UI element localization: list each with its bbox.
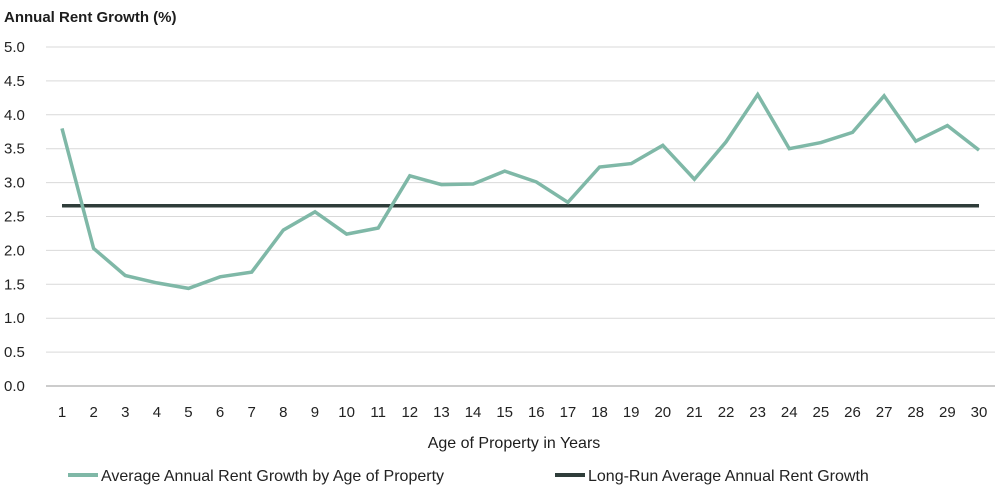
x-tick-label: 28 [907, 404, 924, 421]
y-tick-label: 4.5 [4, 73, 25, 90]
x-tick-label: 27 [876, 404, 893, 421]
y-tick-label: 4.0 [4, 107, 25, 124]
gridlines [46, 46, 995, 387]
series-lines [60, 91, 981, 291]
y-tick-label: 5.0 [4, 39, 25, 56]
x-tick-label: 5 [184, 404, 192, 421]
x-tick-label: 19 [623, 404, 640, 421]
x-tick-label: 14 [465, 404, 482, 421]
y-tick-label: 3.5 [4, 141, 25, 158]
y-tick-label: 3.0 [4, 175, 25, 192]
legend: Average Annual Rent Growth by Age of Pro… [68, 468, 869, 485]
x-tick-label: 15 [496, 404, 513, 421]
x-tick-label: 10 [338, 404, 355, 421]
x-tick-label: 9 [311, 404, 319, 421]
y-axis-ticks: 0.0 0.5 1.0 1.5 2.0 2.5 3.0 3.5 4.0 4.5 5.0 [4, 39, 25, 395]
series-line-0 [60, 91, 981, 291]
x-tick-label: 16 [528, 404, 545, 421]
x-tick-label: 22 [718, 404, 735, 421]
x-tick-label: 23 [749, 404, 766, 421]
x-tick-label: 13 [433, 404, 450, 421]
y-tick-label: 1.0 [4, 310, 25, 327]
x-tick-label: 12 [401, 404, 418, 421]
y-tick-label: 2.5 [4, 209, 25, 226]
x-tick-label: 25 [813, 404, 830, 421]
x-axis-label: Age of Property in Years [428, 435, 601, 452]
y-tick-label: 0.0 [4, 378, 25, 395]
x-tick-label: 11 [370, 404, 386, 421]
x-tick-label: 24 [781, 404, 798, 421]
x-tick-label: 4 [153, 404, 161, 421]
x-tick-label: 1 [58, 404, 66, 421]
y-tick-label: 2.0 [4, 242, 25, 259]
x-tick-label: 2 [89, 404, 97, 421]
x-tick-label: 6 [216, 404, 224, 421]
y-tick-label: 0.5 [4, 344, 25, 361]
legend-label-series-0: Average Annual Rent Growth by Age of Pro… [101, 468, 444, 485]
chart-title: Annual Rent Growth (%) [4, 9, 177, 26]
x-tick-label: 7 [248, 404, 256, 421]
x-tick-label: 21 [686, 404, 703, 421]
x-tick-label: 29 [939, 404, 956, 421]
x-tick-label: 26 [844, 404, 861, 421]
x-tick-label: 17 [560, 404, 577, 421]
x-tick-label: 3 [121, 404, 129, 421]
x-tick-label: 20 [654, 404, 671, 421]
legend-label-series-1: Long-Run Average Annual Rent Growth [588, 468, 869, 485]
y-tick-label: 1.5 [4, 276, 25, 293]
x-tick-label: 8 [279, 404, 287, 421]
x-tick-label: 30 [971, 404, 988, 421]
x-tick-label: 18 [591, 404, 608, 421]
x-axis-ticks: 1 2 3 4 5 6 7 8 9 10 11 12 13 14 15 16 17 18 19 20 21 22 23 24 2… [58, 404, 988, 421]
